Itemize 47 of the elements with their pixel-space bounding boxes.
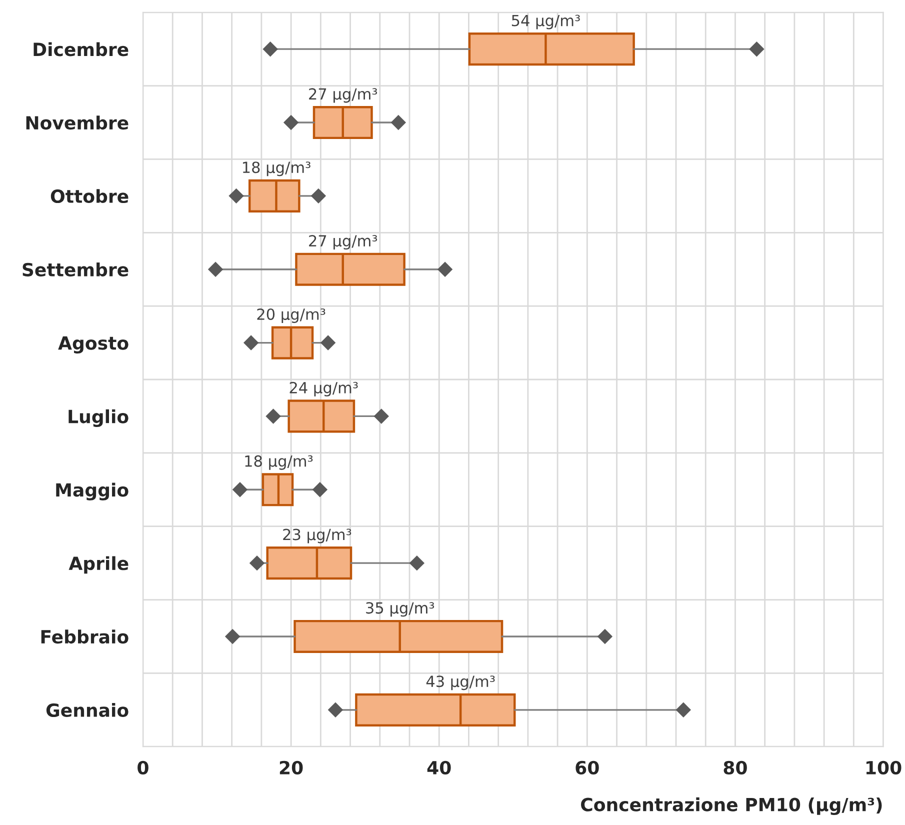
annotation: 27 μg/m³ [309, 88, 378, 103]
annotation: 35 μg/m³ [366, 602, 434, 617]
x-tick-label: 40 [427, 760, 451, 774]
point [310, 188, 326, 204]
annotation: 43 μg/m³ [426, 676, 495, 690]
point [312, 482, 328, 498]
x-axis-title: Concentrazione PM10 (μg/m³) [581, 797, 882, 816]
y-tick-label: Gennaio [46, 703, 128, 718]
point [320, 335, 336, 350]
y-tick-label: Luglio [68, 409, 128, 427]
x-tick-label: 20 [280, 760, 303, 774]
point [409, 555, 425, 571]
y-tick-label: Febbraio [41, 630, 128, 644]
annotation: 23 μg/m³ [283, 528, 352, 544]
point [224, 628, 240, 644]
y-tick-label: Agosto [58, 336, 128, 354]
point [676, 702, 692, 718]
annotation: 24 μg/m³ [290, 382, 358, 396]
point [249, 555, 265, 571]
y-tick-label: Maggio [56, 482, 128, 500]
annotation: 54 μg/m³ [512, 14, 580, 30]
point [328, 702, 344, 718]
point [437, 262, 453, 277]
x-tick-label: 80 [724, 760, 747, 774]
point [243, 335, 259, 350]
x-tick-label: 100 [866, 760, 902, 774]
point [262, 41, 278, 57]
point [374, 408, 389, 424]
point [597, 628, 613, 644]
point [749, 41, 764, 57]
x-tick-label: 0 [138, 760, 148, 774]
y-tick-label: Ottobre [50, 189, 128, 204]
y-tick-label: Settembre [22, 262, 128, 276]
annotation: 27 μg/m³ [309, 235, 378, 250]
y-tick-label: Dicembre [34, 42, 128, 56]
x-tick-label: 60 [576, 760, 599, 774]
y-tick-label: Novembre [26, 116, 128, 130]
y-tick-label: Aprile [68, 556, 128, 574]
annotation: 18 μg/m³ [242, 162, 310, 176]
annotation: 20 μg/m³ [257, 308, 326, 323]
point [208, 262, 224, 277]
point [266, 408, 281, 424]
annotation: 18 μg/m³ [245, 455, 313, 470]
point [283, 114, 299, 130]
point [232, 482, 248, 498]
point [390, 114, 406, 130]
point [228, 188, 244, 204]
